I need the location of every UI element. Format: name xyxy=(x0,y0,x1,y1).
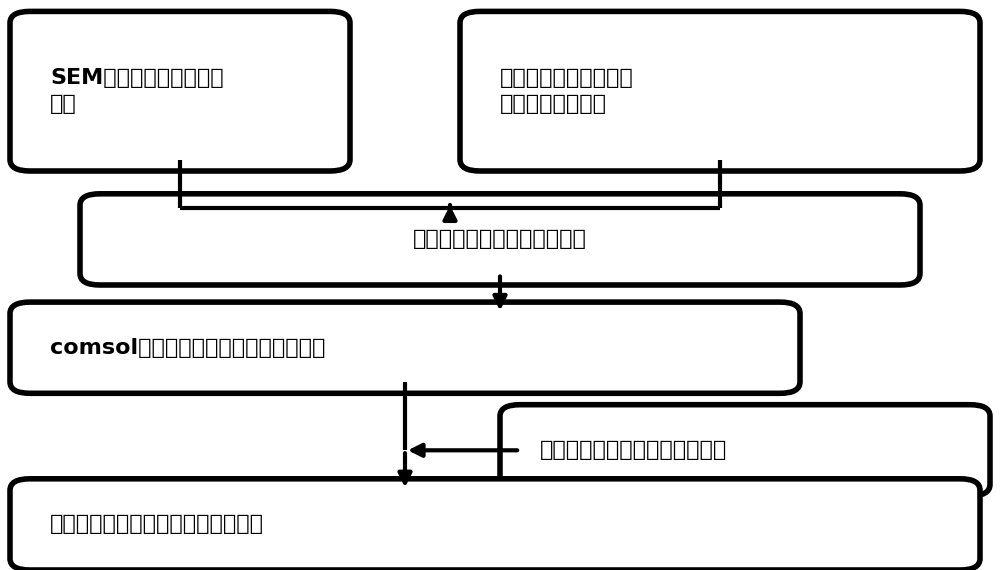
FancyBboxPatch shape xyxy=(500,405,990,496)
Text: 孔隙率测试得到总孔隙
率与孔径分布曲线: 孔隙率测试得到总孔隙 率与孔径分布曲线 xyxy=(500,68,634,115)
FancyBboxPatch shape xyxy=(80,194,920,285)
FancyBboxPatch shape xyxy=(10,11,350,171)
Text: SEM观察多孔涂层的孔隙
形貌: SEM观察多孔涂层的孔隙 形貌 xyxy=(50,68,224,115)
Text: 阳极溶解电流密度，判定选材合理性: 阳极溶解电流密度，判定选材合理性 xyxy=(50,514,264,535)
Text: 不同层在同种电解液下极化曲线: 不同层在同种电解液下极化曲线 xyxy=(540,440,727,461)
FancyBboxPatch shape xyxy=(460,11,980,171)
Text: comsol建模，面积比即为模型中长度比: comsol建模，面积比即为模型中长度比 xyxy=(50,337,325,358)
Text: 计算不同层与溶液接触面积比: 计算不同层与溶液接触面积比 xyxy=(413,229,587,250)
FancyBboxPatch shape xyxy=(10,302,800,393)
FancyBboxPatch shape xyxy=(10,479,980,570)
